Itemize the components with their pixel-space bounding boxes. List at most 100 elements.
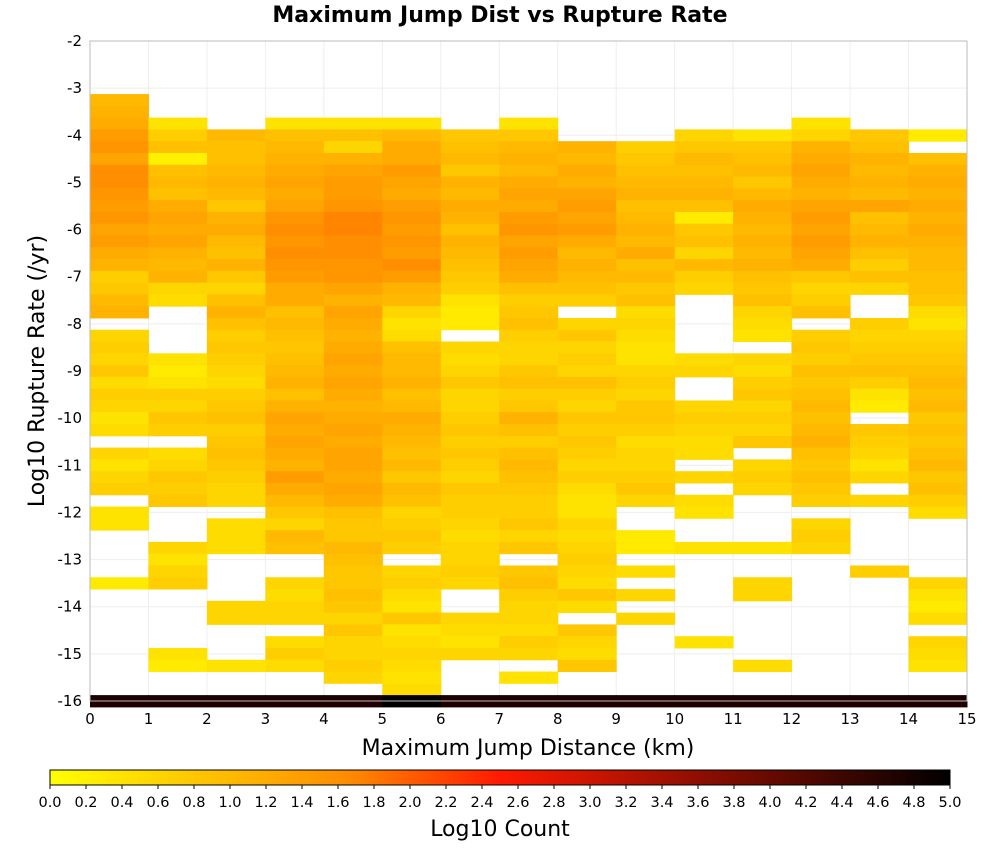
y-tick-label: -13 <box>58 551 83 569</box>
heatmap-cell <box>791 530 851 543</box>
heatmap-cell <box>616 447 676 460</box>
heatmap-cell <box>850 376 910 390</box>
heatmap-cell <box>733 577 793 590</box>
heatmap-cell <box>850 447 910 460</box>
heatmap-cell <box>616 459 676 472</box>
colorbar-tick-label: 3.6 <box>686 795 709 811</box>
heatmap-cell <box>90 141 149 154</box>
heatmap-cell <box>265 176 325 189</box>
heatmap-cell <box>674 353 734 366</box>
heatmap-cell <box>674 129 734 142</box>
heatmap-cell <box>206 447 266 460</box>
heatmap-cell <box>440 259 500 272</box>
heatmap-cell <box>90 164 149 178</box>
heatmap-cell <box>265 636 325 649</box>
heatmap-cell <box>499 235 559 248</box>
heatmap-cell <box>908 353 968 366</box>
heatmap-cell <box>323 176 383 189</box>
heatmap-cell <box>557 589 617 602</box>
heatmap-cell <box>908 589 968 602</box>
heatmap-cell <box>323 553 383 566</box>
heatmap-cell <box>206 294 266 307</box>
heatmap-cell <box>90 482 149 496</box>
heatmap-cell <box>206 341 266 354</box>
colorbar-tick-label: 0.8 <box>182 795 205 811</box>
heatmap-cell <box>616 400 676 413</box>
heatmap-cell <box>733 482 793 496</box>
heatmap-cell <box>323 435 383 449</box>
heatmap-cell <box>616 494 676 508</box>
heatmap-cell <box>265 659 325 673</box>
heatmap-cell <box>908 459 968 472</box>
heatmap-cell <box>148 459 208 472</box>
heatmap-cell <box>148 647 208 661</box>
heatmap-cell <box>499 200 559 213</box>
heatmap-cell <box>557 317 617 331</box>
heatmap-cell <box>206 317 266 331</box>
heatmap-cell <box>733 400 793 413</box>
heatmap-cell <box>791 306 851 319</box>
y-tick-label: -14 <box>58 598 83 616</box>
heatmap-cell <box>265 117 325 130</box>
heatmap-cell <box>206 518 266 531</box>
heatmap-cell <box>733 435 793 449</box>
heatmap-cell <box>90 176 149 189</box>
heatmap-cell <box>791 341 851 354</box>
heatmap-cell <box>850 247 910 260</box>
heatmap-cell <box>557 624 617 637</box>
heatmap-cell <box>440 176 500 189</box>
colorbar-tick-label: 2.2 <box>434 795 457 811</box>
heatmap-cell <box>499 471 559 484</box>
heatmap-cell <box>265 259 325 272</box>
heatmap-cell <box>674 365 734 378</box>
heatmap-cell <box>791 541 851 555</box>
heatmap-cell <box>850 270 910 284</box>
heatmap-cell <box>908 482 968 496</box>
heatmap-cell <box>850 200 910 213</box>
heatmap-cell <box>908 435 968 449</box>
heatmap-cell <box>206 200 266 213</box>
heatmap-cell <box>557 376 617 390</box>
heatmap-cell <box>440 541 500 555</box>
heatmap-cell <box>440 188 500 201</box>
heatmap-cell <box>90 94 149 107</box>
heatmap-cell <box>616 188 676 201</box>
heatmap-cell <box>499 223 559 236</box>
heatmap-cell <box>733 282 793 295</box>
heatmap-cell <box>733 306 793 319</box>
heatmap-cell <box>908 129 968 142</box>
heatmap-cell <box>148 388 208 401</box>
heatmap-cell <box>557 506 617 519</box>
heatmap-cell <box>440 530 500 543</box>
heatmap-cell <box>557 447 617 460</box>
heatmap-cell <box>674 176 734 189</box>
heatmap-cell <box>90 247 149 260</box>
heatmap-cell <box>499 294 559 307</box>
heatmap-cell <box>616 424 676 437</box>
heatmap-cell <box>557 565 617 578</box>
heatmap-cell <box>674 211 734 225</box>
heatmap-cell <box>265 188 325 201</box>
heatmap-cell <box>733 329 793 343</box>
heatmap-cell <box>733 353 793 366</box>
heatmap-cell <box>265 294 325 307</box>
heatmap-cell <box>323 565 383 578</box>
plot-border <box>89 40 968 702</box>
heatmap-cell <box>850 235 910 248</box>
x-tick-label: 11 <box>724 710 743 728</box>
heatmap-cell <box>616 211 676 225</box>
heatmap-cell <box>850 388 910 401</box>
heatmap-cell <box>90 270 149 284</box>
heatmap-cell <box>908 152 968 166</box>
colorbar-tick-label: 5.0 <box>938 795 961 811</box>
heatmap-cell <box>557 400 617 413</box>
colorbar-tick-label: 2.6 <box>506 795 529 811</box>
heatmap-cell <box>90 353 149 366</box>
heatmap-cell <box>265 152 325 166</box>
heatmap-cell <box>90 105 149 119</box>
heatmap-cell <box>908 612 968 625</box>
heatmap-cell <box>674 223 734 236</box>
heatmap-cell <box>148 353 208 366</box>
heatmap-cell <box>557 553 617 566</box>
heatmap-cell <box>382 129 442 142</box>
